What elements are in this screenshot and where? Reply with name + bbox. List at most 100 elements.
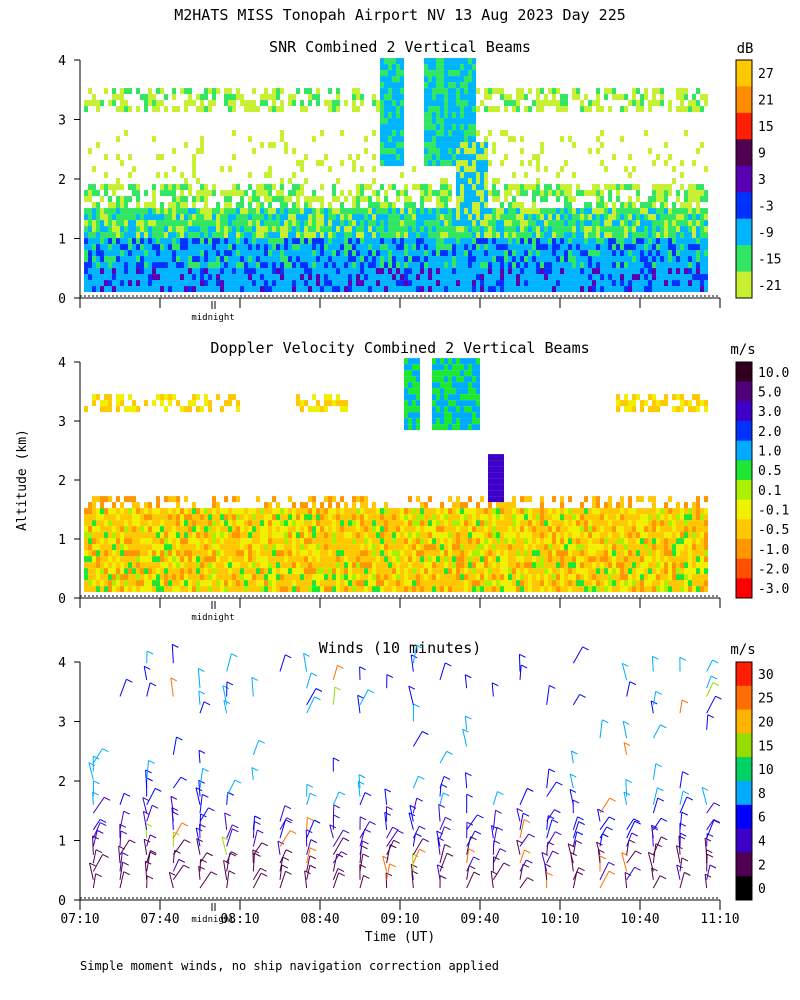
- x-axis-label: Time (UT): [365, 930, 435, 945]
- colorbar-label: 15: [758, 120, 774, 135]
- colorbar-swatch: [736, 165, 752, 193]
- snr-panel: SNR Combined 2 Vertical Beams dB 0 1 2 3 4 mi…: [58, 38, 781, 323]
- colorbar-label: 6: [758, 811, 766, 826]
- midnight-label: midnight: [191, 613, 234, 623]
- colorbar-swatch: [736, 139, 752, 167]
- colorbar-label: 10.0: [758, 366, 789, 381]
- colorbar-swatch: [736, 245, 752, 273]
- colorbar-label: 10: [758, 763, 774, 778]
- x-tick-label: 10:40: [620, 912, 659, 927]
- snr-panel-title: SNR Combined 2 Vertical Beams: [269, 38, 531, 56]
- colorbar-swatch: [736, 460, 752, 481]
- doppler-field: [84, 358, 708, 593]
- colorbar-label: 2.0: [758, 425, 781, 440]
- y-tick-label: 4: [58, 656, 66, 671]
- colorbar-label: 3.0: [758, 405, 781, 420]
- colorbar-label: 0: [758, 882, 766, 897]
- y-tick-label: 1: [58, 533, 66, 548]
- colorbar-label: -0.5: [758, 523, 789, 538]
- colorbar-label: -1.0: [758, 543, 789, 558]
- y-tick-label: 0: [58, 592, 66, 607]
- snr-field: [84, 58, 708, 293]
- colorbar-label: -3.0: [758, 582, 789, 597]
- colorbar-swatch: [736, 709, 752, 734]
- y-tick-label: 0: [58, 894, 66, 909]
- colorbar-label: 3: [758, 173, 766, 188]
- winds-unit-label: m/s: [730, 642, 755, 658]
- colorbar-label: 1.0: [758, 445, 781, 460]
- colorbar-swatch: [736, 662, 752, 687]
- x-tick-label: 07:10: [60, 912, 99, 927]
- doppler-unit-label: m/s: [730, 342, 755, 358]
- colorbar-swatch: [736, 757, 752, 782]
- colorbar-swatch: [736, 558, 752, 579]
- colorbar-swatch: [736, 852, 752, 877]
- doppler-panel-title: Doppler Velocity Combined 2 Vertical Bea…: [210, 339, 589, 357]
- colorbar-swatch: [736, 60, 752, 87]
- y-tick-label: 4: [58, 356, 66, 371]
- midnight-label: midnight: [191, 915, 234, 925]
- colorbar-swatch: [736, 421, 752, 442]
- colorbar-label: 21: [758, 94, 774, 109]
- y-tick-label: 2: [58, 775, 66, 790]
- colorbar-swatch: [736, 480, 752, 501]
- colorbar-label: 8: [758, 787, 766, 802]
- colorbar-label: 27: [758, 67, 774, 82]
- wind-barbs: [88, 643, 722, 889]
- winds-panel-title: Winds (10 minutes): [319, 639, 482, 657]
- colorbar-label: 25: [758, 692, 774, 707]
- colorbar-swatch: [736, 499, 752, 520]
- colorbar-label: -0.1: [758, 504, 789, 519]
- colorbar-swatch: [736, 362, 752, 383]
- colorbar-swatch: [736, 828, 752, 853]
- colorbar-label: 9: [758, 147, 766, 162]
- colorbar-swatch: [736, 271, 752, 299]
- y-tick-label: 0: [58, 292, 66, 307]
- colorbar-label: -9: [758, 226, 774, 241]
- colorbar-swatch: [736, 440, 752, 461]
- y-tick-label: 2: [58, 173, 66, 188]
- y-tick-label: 1: [58, 233, 66, 248]
- colorbar-swatch: [736, 876, 752, 901]
- x-tick-label: 07:40: [140, 912, 179, 927]
- y-tick-label: 3: [58, 114, 66, 129]
- colorbar-swatch: [736, 804, 752, 830]
- y-tick-label: 1: [58, 835, 66, 850]
- colorbar-label: 4: [758, 835, 766, 850]
- midnight-label: midnight: [191, 313, 234, 323]
- figure-title: M2HATS MISS Tonopah Airport NV 13 Aug 20…: [174, 6, 626, 24]
- colorbar-label: 20: [758, 716, 774, 731]
- colorbar-label: 2: [758, 858, 766, 873]
- colorbar-swatch: [736, 192, 752, 220]
- footnote: Simple moment winds, no ship navigation …: [80, 959, 499, 973]
- colorbar-label: 30: [758, 668, 774, 683]
- x-tick-label: 08:10: [220, 912, 259, 927]
- colorbar-label: -3: [758, 199, 774, 214]
- colorbar-label: -15: [758, 252, 781, 267]
- x-tick-label: 09:40: [460, 912, 499, 927]
- x-tick-label: 09:10: [380, 912, 419, 927]
- colorbar-label: 5.0: [758, 386, 781, 401]
- colorbar-swatch: [736, 218, 752, 246]
- colorbar-swatch: [736, 781, 752, 806]
- x-tick-label: 08:40: [300, 912, 339, 927]
- colorbar-swatch: [736, 539, 752, 560]
- colorbar-swatch: [736, 86, 752, 114]
- y-tick-label: 4: [58, 54, 66, 69]
- x-tick-label: 11:10: [700, 912, 739, 927]
- colorbar-swatch: [736, 578, 752, 599]
- colorbar-label: 0.5: [758, 464, 781, 479]
- colorbar-swatch: [736, 401, 752, 422]
- y-tick-label: 2: [58, 474, 66, 489]
- colorbar-label: 15: [758, 739, 774, 754]
- colorbar-label: -21: [758, 279, 781, 294]
- snr-unit-label: dB: [737, 41, 754, 57]
- x-tick-label: 10:10: [540, 912, 579, 927]
- y-tick-label: 3: [58, 415, 66, 430]
- doppler-panel: Doppler Velocity Combined 2 Vertical Bea…: [58, 339, 789, 623]
- colorbar-label: 0.1: [758, 484, 781, 499]
- winds-panel: Winds (10 minutes) m/s 0 1 2 3 4 midnight 07:1…: [58, 639, 773, 927]
- colorbar-swatch: [736, 112, 752, 140]
- colorbar-label: -2.0: [758, 563, 789, 578]
- colorbar-swatch: [736, 381, 752, 402]
